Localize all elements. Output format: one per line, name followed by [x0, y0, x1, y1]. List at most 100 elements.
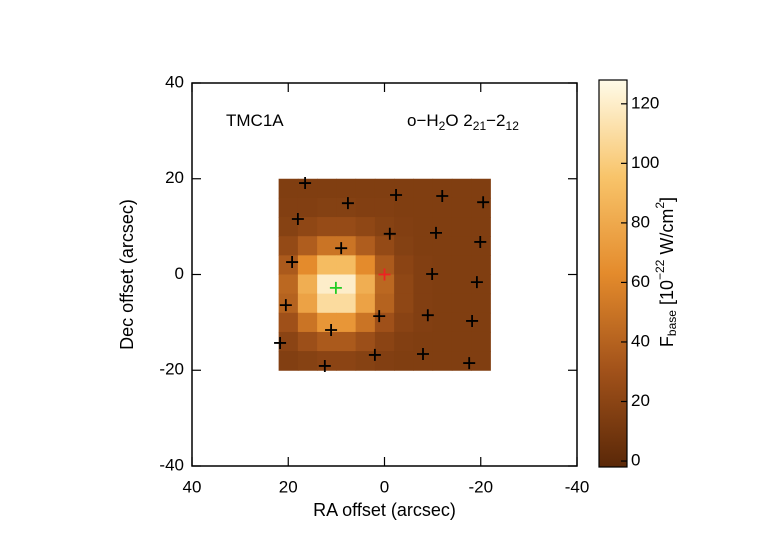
heat-cell — [432, 197, 453, 218]
position-marker — [429, 226, 442, 239]
heat-cell — [374, 351, 395, 371]
position-marker — [341, 197, 354, 210]
heat-cell — [336, 178, 357, 199]
heat-cell — [374, 255, 395, 275]
heat-cell — [297, 293, 318, 314]
heat-cell — [374, 178, 395, 199]
heat-cell — [336, 217, 357, 237]
y-tick-label: 20 — [165, 168, 184, 187]
x-tick-label: -20 — [468, 477, 493, 496]
x-tick-label: 20 — [279, 477, 298, 496]
heat-cell — [374, 331, 395, 352]
heat-cell — [374, 236, 395, 256]
heat-cell — [394, 236, 414, 256]
heat-cell — [394, 351, 414, 371]
position-marker — [291, 212, 304, 225]
position-marker — [373, 310, 386, 323]
colorbar-tick-label: 60 — [631, 272, 650, 291]
heat-cell — [355, 217, 376, 237]
heat-cell — [413, 197, 434, 218]
y-axis-label: Dec offset (arcsec) — [117, 199, 137, 350]
y-tick-label: -40 — [159, 455, 184, 474]
heat-cell — [413, 331, 434, 352]
heat-cell — [413, 217, 434, 237]
position-marker — [368, 348, 381, 361]
colorbar-tick-label: 20 — [631, 391, 650, 410]
position-marker — [318, 359, 331, 372]
heat-cell — [374, 274, 395, 295]
heat-cell — [297, 178, 318, 199]
position-marker — [390, 189, 403, 202]
heat-cell — [471, 197, 491, 218]
heat-cell — [413, 274, 434, 295]
heat-cell — [278, 197, 299, 218]
annotation: o−H2O 221−212 — [407, 111, 519, 133]
heat-cell — [317, 178, 337, 199]
heat-cell — [394, 312, 414, 333]
position-marker — [466, 314, 479, 327]
heat-cell — [278, 312, 299, 333]
position-marker — [417, 347, 429, 360]
heat-cell — [278, 255, 299, 275]
heat-cell — [355, 312, 376, 333]
heat-cell — [432, 312, 453, 333]
heat-cell — [278, 236, 299, 256]
heat-cell — [413, 236, 434, 256]
heat-cell — [278, 293, 299, 314]
heat-cell — [432, 293, 453, 314]
position-marker — [279, 299, 292, 312]
heat-cell — [317, 351, 337, 371]
position-marker — [286, 256, 299, 269]
heat-cell — [336, 274, 357, 295]
heat-cell — [355, 351, 376, 371]
heat-cell — [336, 293, 357, 314]
heat-cell — [278, 274, 299, 295]
heat-cell — [297, 312, 318, 333]
heat-cell — [432, 236, 453, 256]
heat-cell — [394, 255, 414, 275]
colorbar-label-part: W/cm — [657, 209, 677, 260]
heat-cell — [413, 351, 434, 371]
annotation-part: O 2 — [445, 111, 472, 130]
heat-cell — [317, 236, 337, 256]
heat-cell — [394, 178, 414, 199]
heat-cell — [451, 293, 472, 314]
colorbar-tick-label: 0 — [631, 451, 640, 470]
y-tick-label: 0 — [175, 264, 184, 283]
heat-cell — [451, 217, 472, 237]
heat-cell — [451, 312, 472, 333]
annotation-part: 12 — [506, 119, 520, 133]
y-tick-label: 40 — [165, 72, 184, 91]
heat-cell — [451, 331, 472, 352]
position-marker — [421, 309, 434, 322]
y-tick-label: -20 — [159, 360, 184, 379]
heat-cell — [432, 331, 453, 352]
colorbar — [598, 79, 628, 468]
x-tick-label: -40 — [565, 477, 590, 496]
heat-cell — [413, 178, 434, 199]
heat-cell — [374, 197, 395, 218]
heat-cell — [432, 274, 453, 295]
position-marker — [274, 336, 287, 349]
heat-cell — [297, 217, 318, 237]
position-marker — [325, 324, 338, 337]
annotation-part: 2 — [439, 119, 446, 133]
annotation-part: −2 — [486, 111, 505, 130]
heat-cell — [317, 197, 337, 218]
x-tick-label: 0 — [380, 477, 389, 496]
colorbar-tick-label: 100 — [631, 153, 659, 172]
heat-cell — [297, 255, 318, 275]
heat-cell — [374, 293, 395, 314]
colorbar-label-part: ] — [657, 197, 677, 202]
heat-cell — [336, 197, 357, 218]
heat-cell — [297, 351, 318, 371]
heat-cell — [317, 293, 337, 314]
heat-cell — [471, 293, 491, 314]
position-marker — [463, 357, 476, 370]
heat-cell — [336, 312, 357, 333]
heat-cell — [432, 217, 453, 237]
annotation-part: TMC1A — [226, 111, 284, 130]
heat-cell — [355, 178, 376, 199]
heat-cell — [355, 293, 376, 314]
